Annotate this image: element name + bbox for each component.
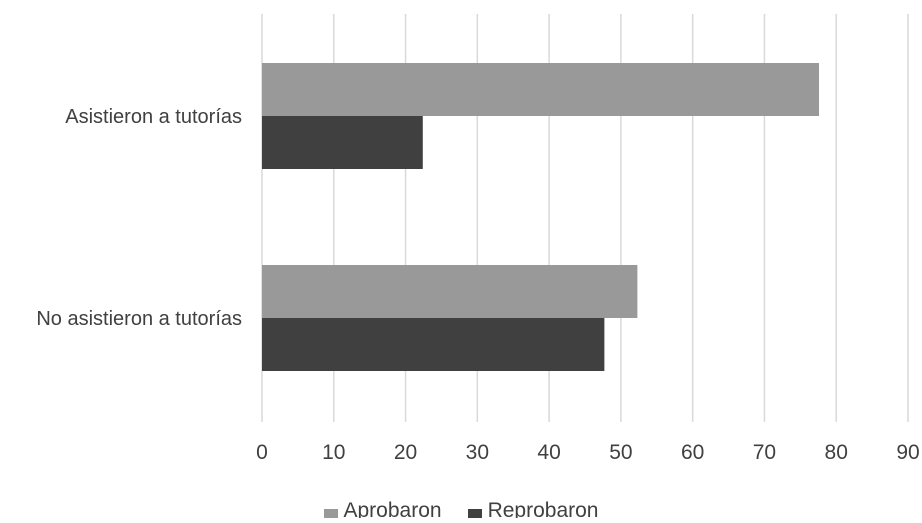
category-label-0: Asistieron a tutorías <box>65 106 242 128</box>
x-tick-label-20: 20 <box>394 441 417 464</box>
x-axis-tick-labels: 0 10 20 30 40 50 60 70 80 90 <box>256 441 920 464</box>
legend: Aprobaron Reprobaron <box>0 496 922 518</box>
bar-reprobaron-1 <box>262 318 605 371</box>
bar-aprobaron-0 <box>262 63 819 116</box>
x-tick-label-70: 70 <box>753 441 776 464</box>
x-tick-label-80: 80 <box>825 441 848 464</box>
category-label-1: No asistieron a tutorías <box>36 308 242 330</box>
bar-aprobaron-1 <box>262 265 638 318</box>
x-tick-label-50: 50 <box>609 441 632 464</box>
legend-swatch-reprobaron <box>467 508 482 518</box>
x-tick-label-0: 0 <box>256 441 268 464</box>
x-tick-label-60: 60 <box>681 441 704 464</box>
x-tick-label-10: 10 <box>322 441 345 464</box>
x-tick-label-30: 30 <box>466 441 489 464</box>
bar-reprobaron-0 <box>262 116 423 169</box>
category-labels: Asistieron a tutorías No asistieron a tut… <box>36 106 242 330</box>
legend-item-aprobaron: Aprobaron <box>323 496 442 518</box>
bars <box>262 63 819 371</box>
legend-item-reprobaron: Reprobaron <box>467 496 599 518</box>
legend-label-aprobaron: Aprobaron <box>343 499 442 518</box>
legend-swatch-aprobaron <box>323 508 338 518</box>
x-tick-label-40: 40 <box>537 441 560 464</box>
x-tick-label-90: 90 <box>896 441 919 464</box>
legend-label-reprobaron: Reprobaron <box>487 499 599 518</box>
